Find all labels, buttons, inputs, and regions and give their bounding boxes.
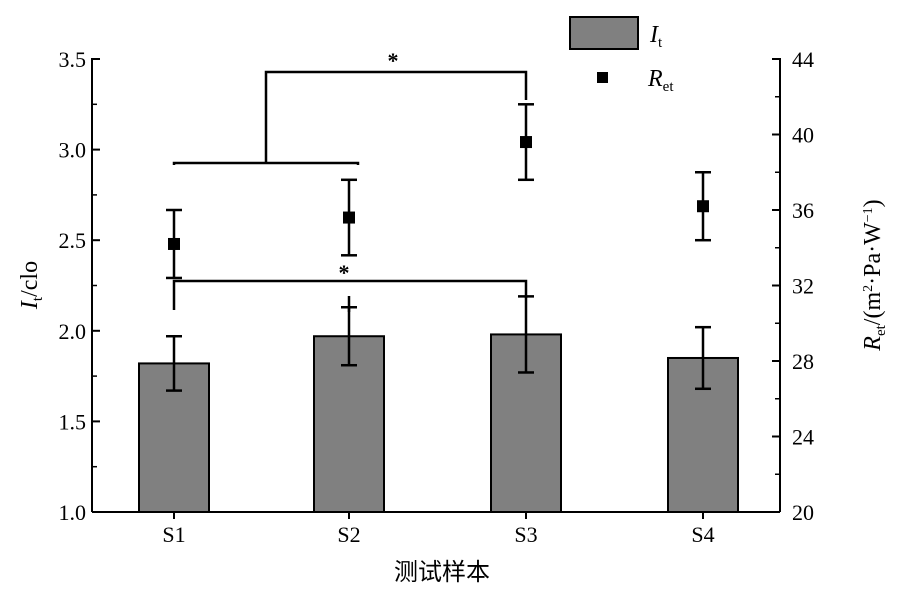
left-tick-label: 1.5: [59, 409, 87, 434]
legend-marker-label-sub: et: [663, 79, 675, 95]
right-y-axis: 20 24 28 32 36 40 44: [772, 47, 814, 525]
left-axis-title: It/clo: [17, 261, 46, 310]
right-axis-title-rest-c: ): [860, 199, 886, 207]
left-tick-label: 3.0: [59, 138, 87, 163]
right-tick-label: 36: [792, 198, 814, 223]
x-tick-label: S3: [514, 522, 537, 547]
left-tick-label: 3.5: [59, 47, 87, 72]
right-tick-label: 20: [792, 500, 814, 525]
legend: It Ret: [569, 16, 674, 95]
x-axis: S1 S2 S3 S4: [162, 512, 715, 547]
right-tick-label: 28: [792, 349, 814, 374]
bracket-group-line: [172, 161, 360, 165]
right-tick-label: 24: [792, 425, 814, 450]
left-axis-title-main: I: [17, 300, 43, 310]
left-axis-title-sub: t: [30, 296, 46, 301]
left-tick-label: 2.0: [59, 319, 87, 344]
right-axis-title-rest-b: ·Pa·W: [860, 222, 886, 285]
legend-bar-label: It: [649, 22, 663, 51]
right-axis-title-main: R: [860, 336, 886, 352]
left-axis-title-rest: /clo: [17, 261, 43, 297]
x-tick-label: S4: [691, 522, 714, 547]
x-tick-label: S2: [337, 522, 360, 547]
right-axis-title: Ret/(m2·Pa·W−1): [860, 199, 889, 351]
legend-marker-swatch: [597, 72, 608, 83]
legend-marker-label-main: R: [647, 66, 663, 92]
right-axis-title-sub: et: [873, 324, 889, 336]
x-axis-title: 测试样本: [394, 559, 490, 586]
right-tick-label: 40: [792, 123, 814, 148]
left-y-axis: 1.0 1.5 2.0 2.5 3.0 3.5: [59, 47, 100, 525]
legend-bar-label-main: I: [649, 22, 659, 48]
bar-series: [138, 295, 739, 514]
legend-bar-label-sub: t: [658, 35, 663, 51]
right-axis-title-sup-a: 2: [861, 285, 876, 292]
right-tick-label: 44: [792, 47, 814, 72]
point-marker: [520, 136, 532, 149]
point-marker: [168, 237, 180, 250]
point-marker: [697, 200, 709, 213]
significance-brackets: **: [172, 48, 528, 312]
point-marker: [343, 211, 355, 224]
right-axis-title-rest-a: /(m: [860, 292, 886, 326]
legend-bar-swatch: [569, 16, 639, 50]
significance-star-lower: *: [339, 260, 350, 285]
bracket-lower-line: [172, 279, 528, 310]
x-tick-label: S1: [162, 522, 185, 547]
scatter-series: [166, 103, 711, 280]
left-axis-title-group: It/clo: [17, 261, 46, 310]
right-axis-title-group: Ret/(m2·Pa·W−1): [860, 199, 889, 351]
left-tick-label: 1.0: [59, 500, 87, 525]
right-axis-title-sup-b: −1: [861, 207, 876, 222]
significance-star-top: *: [388, 48, 399, 73]
left-tick-label: 2.5: [59, 228, 87, 253]
legend-marker-label: Ret: [647, 66, 674, 95]
bracket-top-line: [264, 70, 528, 163]
right-tick-label: 32: [792, 274, 814, 299]
